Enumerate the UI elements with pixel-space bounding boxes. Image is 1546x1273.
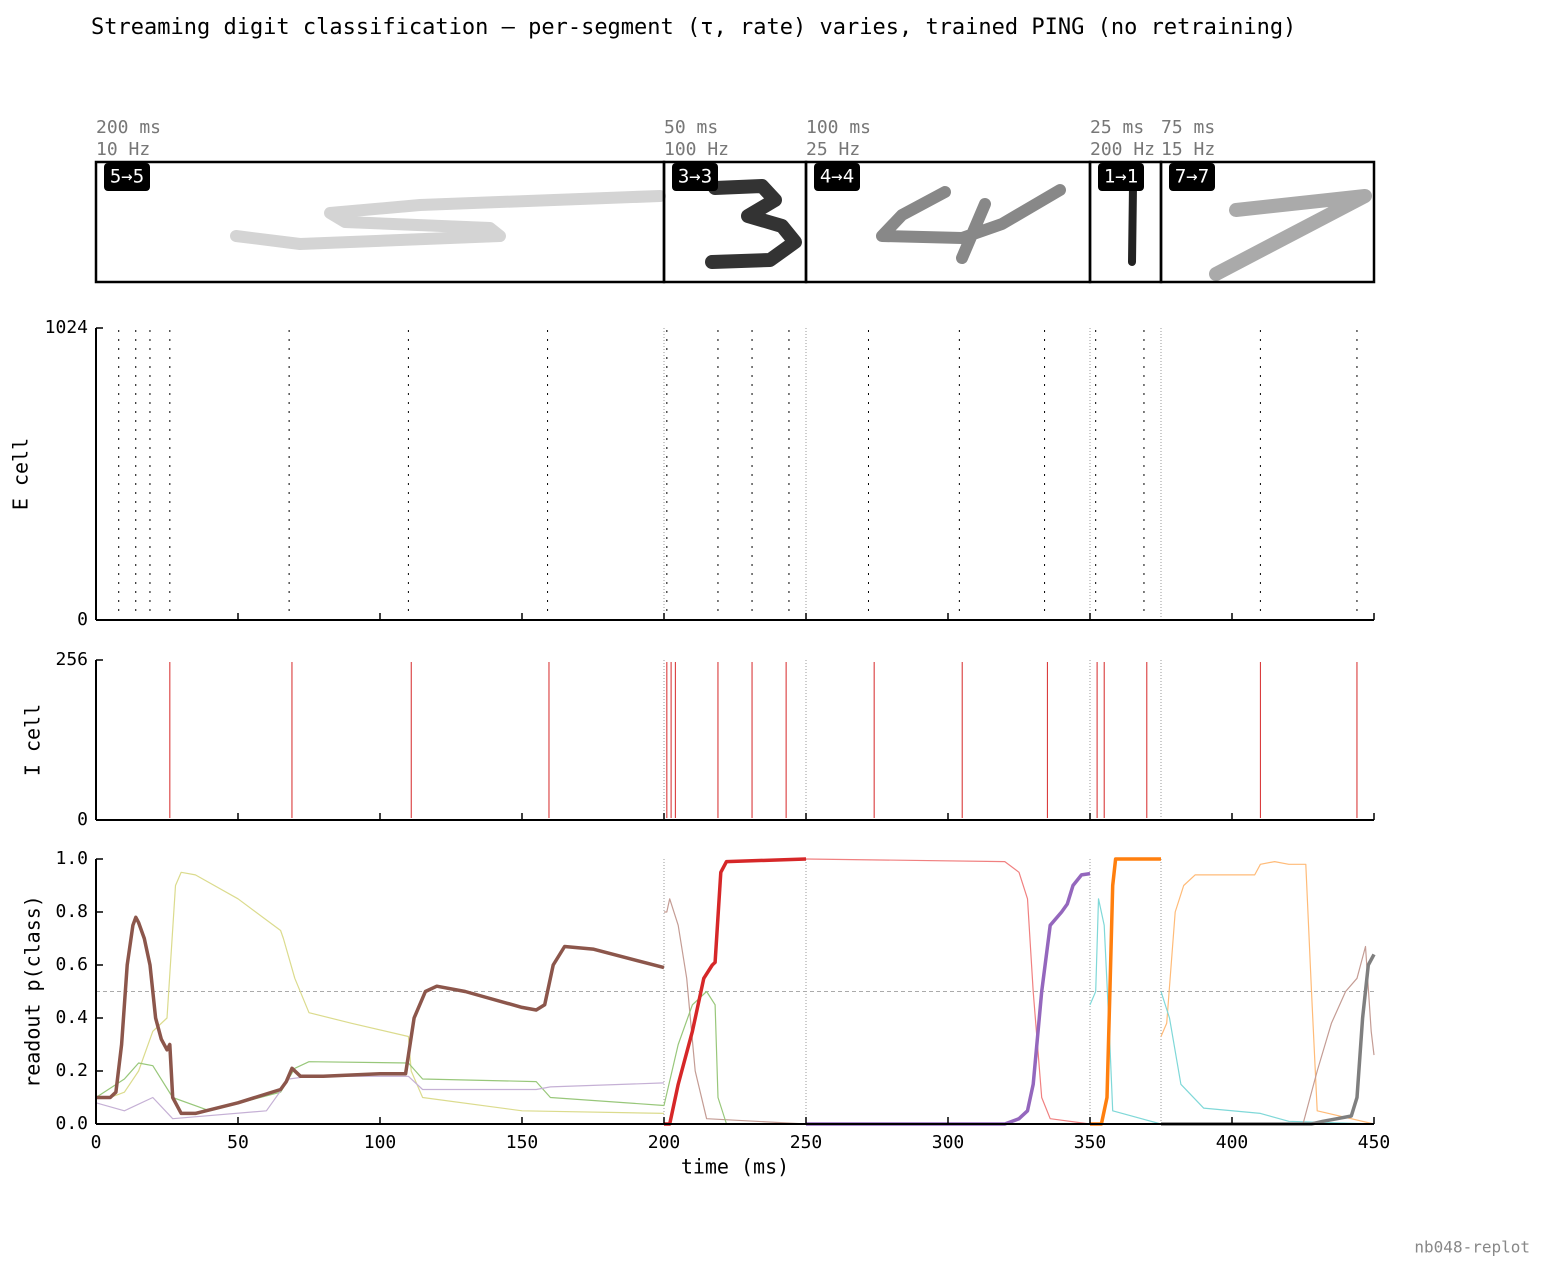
y-tick-label: 256 (55, 649, 88, 670)
x-tick-label: 50 (227, 1132, 249, 1153)
segment-rate: 200 Hz (1090, 139, 1155, 160)
badge-bg (104, 163, 150, 191)
segment-box (1159, 160, 1376, 284)
digit-sketch (876, 184, 1066, 264)
figure-title: Streaming digit classification — per-seg… (91, 15, 1296, 40)
segment-badge: 1→1 (1104, 166, 1138, 188)
segment-tau: 100 ms (806, 117, 871, 138)
badge-bg (1169, 163, 1215, 191)
x-tick-label: 450 (1358, 1132, 1391, 1153)
x-tick-label: 100 (364, 1132, 397, 1153)
x-tick-label: 250 (790, 1132, 823, 1153)
digit-sketches (230, 179, 1372, 281)
readout-line (663, 990, 806, 1125)
readout-line (1161, 953, 1376, 1126)
y-tick-label: 0.6 (55, 954, 88, 975)
segment-tau: 50 ms (664, 117, 718, 138)
readout-line (664, 857, 807, 1126)
x-tick-label: 400 (1216, 1132, 1249, 1153)
x-tick-label: 200 (648, 1132, 681, 1153)
badge-bg (814, 163, 860, 191)
readout-line (1161, 945, 1375, 1125)
badge-bg (672, 163, 718, 191)
segment-tau: 25 ms (1090, 117, 1144, 138)
y-tick-label: 0.8 (55, 901, 88, 922)
y-tick-label: 1.0 (55, 848, 88, 869)
x-tick-label: 150 (506, 1132, 539, 1153)
x-tick-label: 0 (91, 1132, 102, 1153)
readout-line (96, 915, 665, 1116)
y-tick-label: 1024 (45, 317, 88, 338)
y-tick-label: 0 (77, 809, 88, 830)
segment-rate: 10 Hz (96, 139, 150, 160)
readout-line (96, 871, 665, 1114)
digit-sketch (230, 190, 666, 250)
segment-badge: 7→7 (1175, 166, 1209, 188)
y-axis-label: I cell (21, 704, 45, 776)
readout-line (1160, 861, 1375, 1125)
y-tick-label: 0.0 (55, 1113, 88, 1134)
readout-line (664, 898, 807, 1125)
segment-rate: 100 Hz (664, 139, 729, 160)
segment-badge: 3→3 (678, 166, 712, 188)
readout-line (95, 1075, 665, 1120)
badge-bg (1098, 163, 1144, 191)
readout-line (805, 858, 1091, 1125)
footer: nb048-replot (1414, 1238, 1530, 1257)
x-tick-label: 300 (932, 1132, 965, 1153)
digit-sketch (1209, 189, 1372, 281)
digit-sketch (705, 179, 802, 269)
x-tick-label: 350 (1074, 1132, 1107, 1153)
segment-badge: 4→4 (820, 166, 854, 188)
readout-line (806, 871, 1091, 1126)
readout-line (1160, 991, 1375, 1125)
x-axis-label: time (ms) (681, 1155, 789, 1179)
readout-line (1089, 898, 1162, 1125)
digit-sketch (1128, 182, 1137, 266)
y-tick-label: 0.2 (55, 1060, 88, 1081)
segment-rate: 25 Hz (806, 139, 860, 160)
segment-badge: 5→5 (110, 166, 144, 188)
y-axis-label: readout p(class) (21, 895, 45, 1088)
y-axis-label: E cell (9, 438, 33, 510)
segment-tau: 200 ms (96, 117, 161, 138)
segment-tau: 75 ms (1161, 117, 1215, 138)
segment-rate: 15 Hz (1161, 139, 1215, 160)
y-tick-label: 0 (77, 609, 88, 630)
y-tick-label: 0.4 (55, 1007, 88, 1028)
